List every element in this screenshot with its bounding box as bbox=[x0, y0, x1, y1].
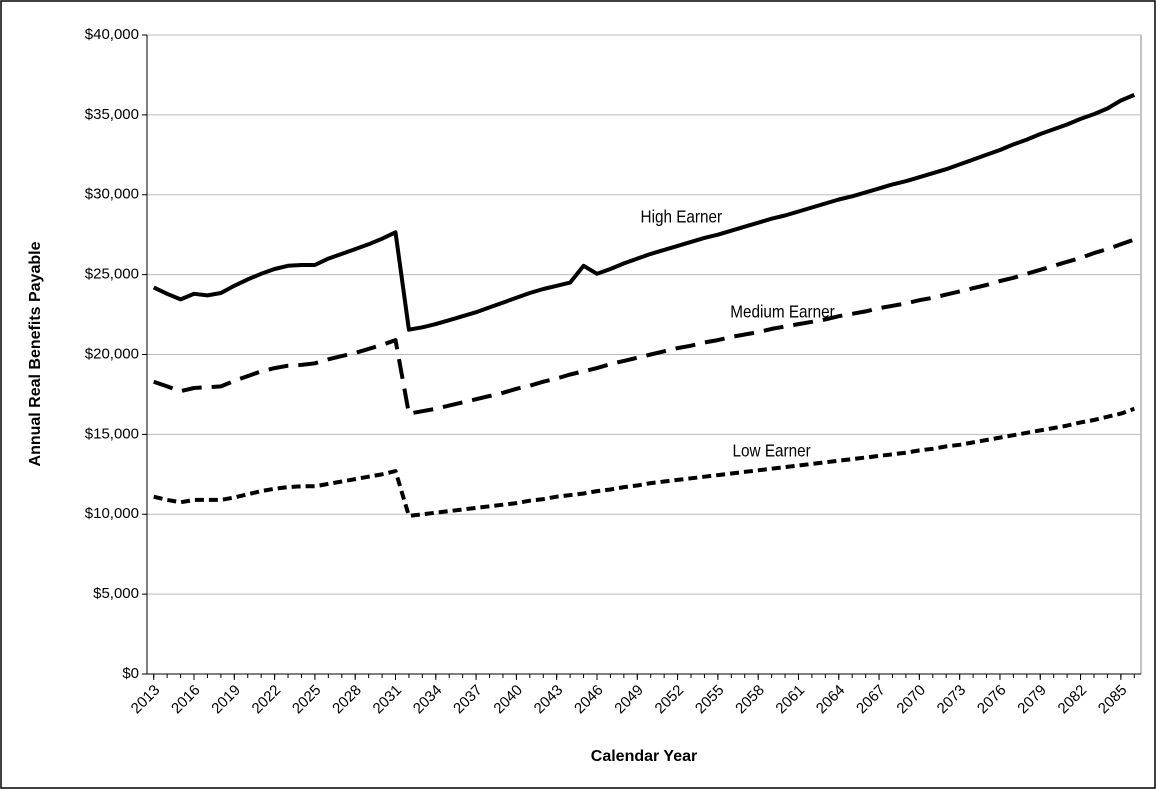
y-tick-label: $5,000 bbox=[93, 585, 139, 602]
y-tick-label: $35,000 bbox=[85, 106, 139, 123]
series-line bbox=[153, 406, 1135, 518]
series-label: Medium Earner bbox=[730, 302, 835, 322]
y-axis-label: Annual Real Benefits Payable bbox=[27, 241, 44, 466]
y-tick-label: $10,000 bbox=[85, 505, 139, 522]
y-tick-label: $0 bbox=[122, 665, 139, 682]
y-tick-label: $40,000 bbox=[85, 26, 139, 43]
series-label: Low Earner bbox=[733, 441, 812, 461]
y-tick-label: $25,000 bbox=[85, 266, 139, 283]
x-axis-label: Calendar Year bbox=[591, 748, 697, 765]
y-tick-label: $30,000 bbox=[85, 186, 139, 203]
series-label: High Earner bbox=[641, 207, 723, 227]
series-line bbox=[153, 237, 1135, 416]
y-tick-label: $20,000 bbox=[85, 345, 139, 362]
y-tick-label: $15,000 bbox=[85, 425, 139, 442]
series-line bbox=[152, 93, 1136, 332]
